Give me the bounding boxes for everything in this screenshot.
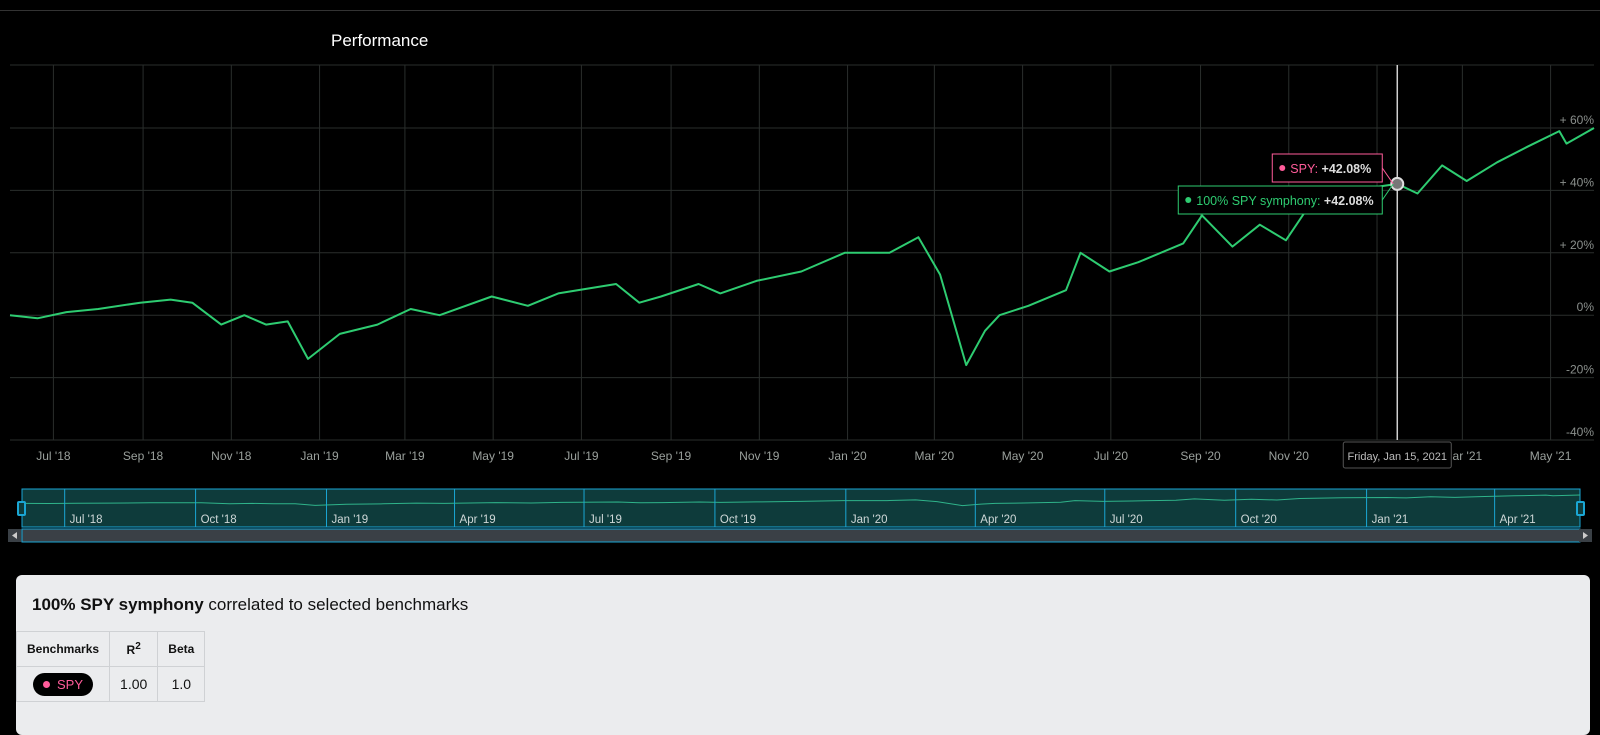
navigator-tick-label: Jan '20 bbox=[851, 514, 888, 526]
benchmark-cell: SPY bbox=[15, 666, 111, 702]
chevron-left-icon bbox=[12, 532, 17, 539]
navigator-tick-label: Jul '19 bbox=[589, 514, 622, 526]
navigator-tick-label: Oct '18 bbox=[201, 514, 237, 526]
benchmark-pill-spy[interactable]: SPY bbox=[33, 672, 94, 696]
navigator-tick-label: Apr '20 bbox=[980, 514, 1016, 526]
tooltip-connector bbox=[1381, 183, 1394, 201]
tooltip-dot-icon bbox=[1279, 165, 1286, 171]
col-beta: Beta bbox=[157, 631, 206, 667]
tooltip-dot-icon bbox=[1185, 197, 1192, 203]
x-tick-label: Jul '19 bbox=[564, 449, 599, 463]
x-tick-label: Jul '20 bbox=[1094, 449, 1129, 463]
performance-chart[interactable]: -40% -20% 0% + 20% + 40% + 60% Jul '18 Sep '18 N… bbox=[0, 0, 1600, 560]
navigator-left-handle[interactable] bbox=[17, 501, 26, 516]
navigator-tick-label: Apr '21 bbox=[1500, 514, 1536, 526]
col-r2: R2 bbox=[109, 631, 159, 667]
r2-sup: 2 bbox=[135, 641, 141, 652]
benchmarks-table: Benchmarks R2 Beta SPY 1.00 1.0 bbox=[15, 631, 206, 702]
navigator-right-handle[interactable] bbox=[1576, 501, 1585, 516]
panel-title: 100% SPY symphony correlated to selected… bbox=[32, 595, 468, 615]
crosshair-date-box bbox=[1342, 441, 1452, 469]
tooltip-box bbox=[1177, 185, 1383, 215]
tooltip-box bbox=[1271, 153, 1383, 183]
navigator-tick-label: Oct '20 bbox=[1241, 514, 1277, 526]
table-row: SPY 1.00 1.0 bbox=[15, 666, 206, 702]
top-divider bbox=[0, 10, 1600, 11]
chart-title: Performance bbox=[331, 31, 429, 50]
navigator-tick-label: Jul '18 bbox=[70, 514, 103, 526]
tooltip-connector bbox=[1381, 167, 1394, 185]
y-tick-label: -20% bbox=[1566, 363, 1594, 377]
x-tick-label: May '19 bbox=[472, 449, 514, 463]
navigator-tick-label: Jan '19 bbox=[331, 514, 368, 526]
y-tick-label: 0% bbox=[1577, 300, 1595, 314]
navigator-tick-label: Oct '19 bbox=[720, 514, 756, 526]
x-tick-label: Sep '19 bbox=[651, 449, 692, 463]
crosshair-date-label: Friday, Jan 15, 2021 bbox=[1348, 451, 1447, 463]
r2-label: R bbox=[126, 643, 136, 657]
table-header-row: Benchmarks R2 Beta bbox=[15, 631, 206, 667]
benchmark-label: SPY bbox=[57, 676, 84, 692]
x-tick-label: Mar '21 bbox=[1443, 449, 1483, 463]
scrollbar-thumb[interactable] bbox=[21, 528, 1581, 543]
tooltip-text: 100% SPY symphony: +42.08% bbox=[1196, 194, 1373, 208]
x-tick-label: Sep '20 bbox=[1180, 449, 1221, 463]
x-tick-label: Mar '20 bbox=[915, 449, 955, 463]
y-tick-label: + 60% bbox=[1560, 113, 1595, 127]
x-tick-label: Jan '20 bbox=[828, 449, 867, 463]
crosshair-marker bbox=[1390, 176, 1405, 191]
beta-value: 1.0 bbox=[157, 666, 206, 702]
correlation-panel: 100% SPY symphony correlated to selected… bbox=[15, 575, 1590, 735]
col-benchmarks: Benchmarks bbox=[15, 631, 111, 667]
panel-title-rest: correlated to selected benchmarks bbox=[203, 595, 469, 614]
symphony-name: 100% SPY symphony bbox=[32, 595, 204, 614]
x-tick-label: Nov '18 bbox=[211, 449, 252, 463]
x-tick-label: Jul '18 bbox=[36, 449, 71, 463]
r2-value: 1.00 bbox=[109, 666, 159, 702]
y-tick-label: -40% bbox=[1566, 425, 1594, 439]
chevron-right-icon bbox=[1583, 532, 1588, 539]
x-tick-label: Nov '20 bbox=[1269, 449, 1310, 463]
x-tick-label: Nov '19 bbox=[739, 449, 780, 463]
navigator-window[interactable] bbox=[21, 488, 1581, 528]
tooltip-text: SPY: +42.08% bbox=[1290, 162, 1371, 176]
x-tick-label: May '21 bbox=[1530, 449, 1572, 463]
x-tick-label: Mar '19 bbox=[385, 449, 425, 463]
navigator-tick-label: Apr '19 bbox=[460, 514, 496, 526]
navigator-tick-label: Jul '20 bbox=[1110, 514, 1143, 526]
x-tick-label: Sep '18 bbox=[123, 449, 164, 463]
y-tick-label: + 40% bbox=[1560, 175, 1595, 189]
navigator-tick-label: Jan '21 bbox=[1372, 514, 1409, 526]
series-dot-icon bbox=[43, 680, 51, 688]
navigator-series-line bbox=[21, 494, 1581, 507]
y-tick-label: + 20% bbox=[1560, 238, 1595, 252]
x-tick-label: May '20 bbox=[1002, 449, 1044, 463]
x-tick-label: Jan '19 bbox=[300, 449, 339, 463]
